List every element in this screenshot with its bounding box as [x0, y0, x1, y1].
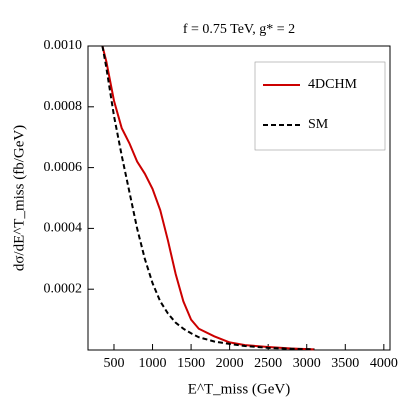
x-tick-label: 1500: [177, 356, 205, 371]
x-axis-label: E^T_miss (GeV): [188, 381, 290, 397]
legend-label: SM: [308, 117, 329, 132]
series-line: [101, 45, 315, 351]
x-tick-label: 3500: [331, 356, 359, 371]
y-tick-label: 0.0010: [44, 38, 83, 53]
y-tick-label: 0.0002: [44, 281, 83, 296]
legend-label: 4DCHM: [308, 77, 358, 92]
x-tick-label: 2000: [216, 356, 244, 371]
x-tick-label: 1000: [139, 356, 167, 371]
y-tick-label: 0.0008: [44, 99, 83, 114]
y-axis-label: dσ/dE^T_miss (fb/GeV): [11, 125, 27, 271]
x-tick-label: 500: [103, 356, 124, 371]
series-line: [101, 45, 315, 351]
x-tick-label: 4000: [370, 356, 398, 371]
plot-frame: [87, 45, 391, 351]
x-tick-label: 2500: [254, 356, 282, 371]
y-tick-label: 0.0006: [44, 160, 83, 175]
y-tick-label: 0.0004: [44, 221, 83, 236]
x-tick-label: 3000: [293, 356, 321, 371]
legend-box: [254, 61, 386, 151]
chart-title: f = 0.75 TeV, g* = 2: [183, 22, 295, 37]
